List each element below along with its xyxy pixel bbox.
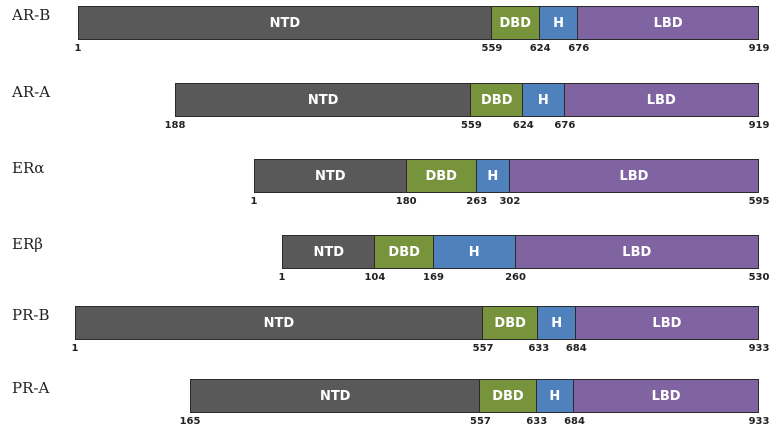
- domain-bar: NTD DBD H LBD: [75, 306, 759, 340]
- position-tick: 169: [423, 272, 444, 283]
- position-tick: 530: [748, 272, 770, 283]
- position-tick: 919: [748, 43, 770, 54]
- domain-dbd: DBD: [471, 84, 524, 116]
- receptor-name: ERβ: [12, 235, 43, 253]
- domain-ntd: NTD: [176, 84, 472, 116]
- domain-h: H: [539, 7, 579, 39]
- receptor-row: AR-B NTD DBD H LBD 1 559 624 676 919: [0, 6, 771, 72]
- position-tick: 933: [748, 416, 770, 427]
- domain-dbd: DBD: [482, 307, 539, 339]
- domain-bar: NTD DBD H LBD: [254, 159, 759, 193]
- position-tick: 165: [179, 416, 201, 427]
- domain-dbd: DBD: [375, 236, 434, 268]
- position-tick: 559: [460, 120, 482, 131]
- position-tick: 260: [505, 272, 526, 283]
- domain-dbd: DBD: [491, 7, 540, 39]
- domain-lbd: LBD: [515, 236, 758, 268]
- position-tick: 919: [748, 120, 770, 131]
- receptor-name: ERα: [12, 159, 45, 177]
- domain-dbd: DBD: [406, 160, 477, 192]
- receptor-row: ERα NTD DBD H LBD 1 180 263 302 595: [0, 159, 771, 225]
- position-tick: 624: [512, 120, 534, 131]
- position-tick: 624: [529, 43, 551, 54]
- position-tick: 188: [164, 120, 186, 131]
- receptor-row: AR-A NTD DBD H LBD 188 559 624 676 919: [0, 83, 771, 149]
- position-tick: 1: [250, 196, 258, 207]
- domain-h: H: [536, 380, 575, 412]
- domain-ntd: NTD: [283, 236, 376, 268]
- domain-bar: NTD DBD H LBD: [190, 379, 759, 413]
- domain-h: H: [538, 307, 576, 339]
- domain-dbd: DBD: [480, 380, 537, 412]
- position-tick: 676: [568, 43, 590, 54]
- receptor-name: PR-A: [12, 379, 50, 397]
- domain-bar: NTD DBD H LBD: [282, 235, 759, 269]
- position-tick: 633: [528, 343, 550, 354]
- domain-h: H: [523, 84, 565, 116]
- domain-lbd: LBD: [509, 160, 758, 192]
- position-tick: 676: [554, 120, 576, 131]
- domain-lbd: LBD: [575, 307, 758, 339]
- receptor-row: PR-B NTD DBD H LBD 1 557 633 684 933: [0, 306, 771, 372]
- domain-ntd: NTD: [191, 380, 481, 412]
- position-tick: 557: [472, 343, 494, 354]
- receptor-name: AR-B: [12, 6, 51, 24]
- receptor-row: ERβ NTD DBD H LBD 1 104 169 260 530: [0, 235, 771, 301]
- domain-ntd: NTD: [79, 7, 492, 39]
- domain-h: H: [433, 236, 516, 268]
- position-tick: 595: [748, 196, 770, 207]
- position-tick: 104: [364, 272, 386, 283]
- position-tick: 633: [526, 416, 548, 427]
- receptor-row: PR-A NTD DBD H LBD 165 557 633 684 933: [0, 379, 771, 445]
- receptor-name: AR-A: [12, 83, 51, 101]
- domain-ntd: NTD: [76, 307, 483, 339]
- position-tick: 684: [565, 343, 587, 354]
- position-tick: 302: [499, 196, 521, 207]
- position-tick: 263: [466, 196, 488, 207]
- domain-lbd: LBD: [578, 7, 758, 39]
- position-tick: 1: [278, 272, 286, 283]
- position-tick: 557: [469, 416, 491, 427]
- domain-lbd: LBD: [564, 84, 758, 116]
- position-tick: 1: [74, 43, 82, 54]
- position-tick: 180: [395, 196, 417, 207]
- position-tick: 1: [71, 343, 79, 354]
- domain-lbd: LBD: [574, 380, 759, 412]
- domain-bar: NTD DBD H LBD: [175, 83, 759, 117]
- domain-ntd: NTD: [255, 160, 407, 192]
- receptor-name: PR-B: [12, 306, 50, 324]
- domain-h: H: [476, 160, 510, 192]
- position-tick: 933: [748, 343, 770, 354]
- domain-bar: NTD DBD H LBD: [78, 6, 759, 40]
- position-tick: 559: [481, 43, 503, 54]
- position-tick: 684: [564, 416, 585, 427]
